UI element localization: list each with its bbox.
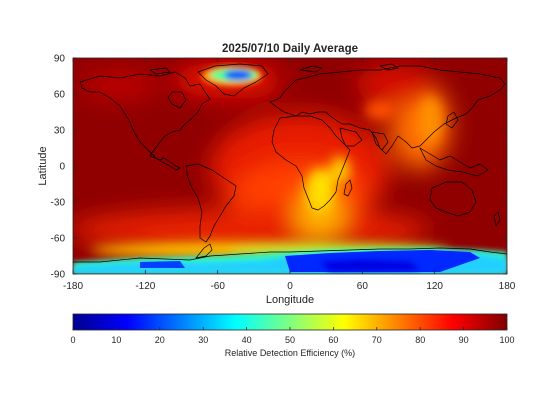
coastline-southeast-asia: [419, 147, 489, 177]
coastline-new-zealand: [493, 211, 501, 227]
y-tick-label: 60: [54, 90, 66, 101]
coastline-madagascar: [343, 179, 353, 197]
x-tick-label: 60: [357, 281, 369, 292]
coastline-antarctic-peninsula: [195, 243, 213, 259]
colorbar-tick-label: 30: [198, 335, 208, 345]
y-axis-label: Latitude: [37, 146, 49, 185]
x-axis-label: Longitude: [266, 294, 314, 306]
coastline-hudson-bay: [167, 91, 187, 109]
x-tick-label: 180: [499, 281, 516, 292]
x-tick-label: 120: [426, 281, 443, 292]
y-tick-label: -60: [51, 234, 66, 245]
colorbar-tick-label: 20: [155, 335, 165, 345]
coastline-arabia: [339, 127, 363, 147]
x-tick-label: -180: [63, 281, 83, 292]
colorbar-tick-label: 70: [372, 335, 382, 345]
x-axis-ticks: -180 -120 -60 0 60 120 180: [63, 58, 516, 292]
colorbar-tick-label: 40: [242, 335, 252, 345]
heatmap-field: [73, 58, 507, 274]
coastline-north-america: [79, 71, 211, 171]
coastline-antarctica: [73, 247, 507, 263]
x-tick-label: -120: [135, 281, 155, 292]
antarctica-band: [73, 248, 507, 274]
coastline-south-america: [185, 163, 237, 243]
colorbar-label: Relative Detection Efficiency (%): [225, 348, 355, 358]
colorbar-tick-label: 90: [459, 335, 469, 345]
coastline-arctic-islands: [149, 63, 399, 75]
y-tick-label: -30: [51, 198, 66, 209]
colorbar-tick-label: 60: [328, 335, 338, 345]
y-tick-label: -90: [51, 270, 66, 281]
coastline-japan: [445, 111, 459, 129]
coastline-africa: [271, 115, 351, 211]
coastline-europe-asia: [269, 65, 506, 155]
y-tick-label: 30: [54, 126, 66, 137]
y-tick-label: 0: [59, 162, 65, 173]
coastline-greenland: [197, 63, 269, 97]
colorbar-tick-label: 80: [415, 335, 425, 345]
x-tick-label: 0: [287, 281, 293, 292]
greenland-anomaly: [202, 66, 262, 86]
y-axis-ticks: 90 60 30 0 -30 -60 -90: [51, 54, 507, 281]
colorbar-tick-label: 100: [499, 335, 514, 345]
coastlines: [73, 63, 507, 263]
colorbar-tick-label: 10: [111, 335, 121, 345]
chart-title: 2025/07/10 Daily Average: [222, 43, 358, 55]
coastline-australia: [429, 181, 477, 217]
colorbar-tick-label: 50: [285, 335, 295, 345]
colorbar-tick-label: 0: [70, 335, 75, 345]
x-tick-label: -60: [210, 281, 225, 292]
colorbar-ticks: 0 10 20 30 40 50 60 70 80 90 100: [70, 327, 515, 345]
y-tick-label: 90: [54, 54, 66, 65]
coastline-india: [371, 131, 389, 151]
